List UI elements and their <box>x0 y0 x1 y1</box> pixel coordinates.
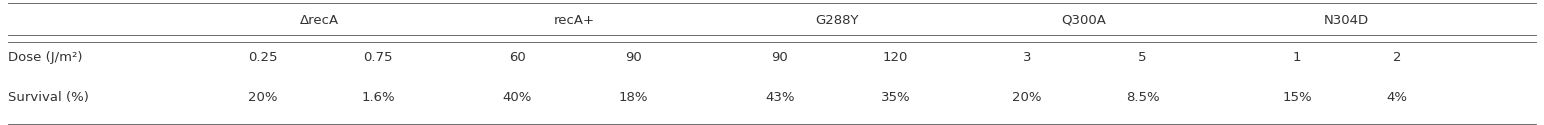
Text: Survival (%): Survival (%) <box>8 91 88 104</box>
Text: 90: 90 <box>625 51 641 64</box>
Text: Dose (J/m²): Dose (J/m²) <box>8 51 82 64</box>
Text: ΔrecA: ΔrecA <box>300 14 340 26</box>
Text: 20%: 20% <box>247 91 278 104</box>
Text: 90: 90 <box>772 51 787 64</box>
Text: 5: 5 <box>1138 51 1147 64</box>
Text: 35%: 35% <box>880 91 911 104</box>
Text: 0.25: 0.25 <box>247 51 278 64</box>
Text: 18%: 18% <box>618 91 648 104</box>
Text: 0.75: 0.75 <box>363 51 394 64</box>
Text: 1: 1 <box>1292 51 1302 64</box>
Text: 3: 3 <box>1022 51 1031 64</box>
Text: 2: 2 <box>1393 51 1402 64</box>
Text: 120: 120 <box>883 51 908 64</box>
Text: 40%: 40% <box>502 91 533 104</box>
Text: 15%: 15% <box>1282 91 1312 104</box>
Text: N304D: N304D <box>1323 14 1370 26</box>
Text: 8.5%: 8.5% <box>1126 91 1160 104</box>
Text: 43%: 43% <box>764 91 795 104</box>
Text: recA+: recA+ <box>554 14 594 26</box>
Text: 20%: 20% <box>1011 91 1042 104</box>
Text: 1.6%: 1.6% <box>361 91 395 104</box>
Text: G288Y: G288Y <box>815 14 858 26</box>
Text: 60: 60 <box>510 51 525 64</box>
Text: 4%: 4% <box>1387 91 1408 104</box>
Text: Q300A: Q300A <box>1061 14 1107 26</box>
